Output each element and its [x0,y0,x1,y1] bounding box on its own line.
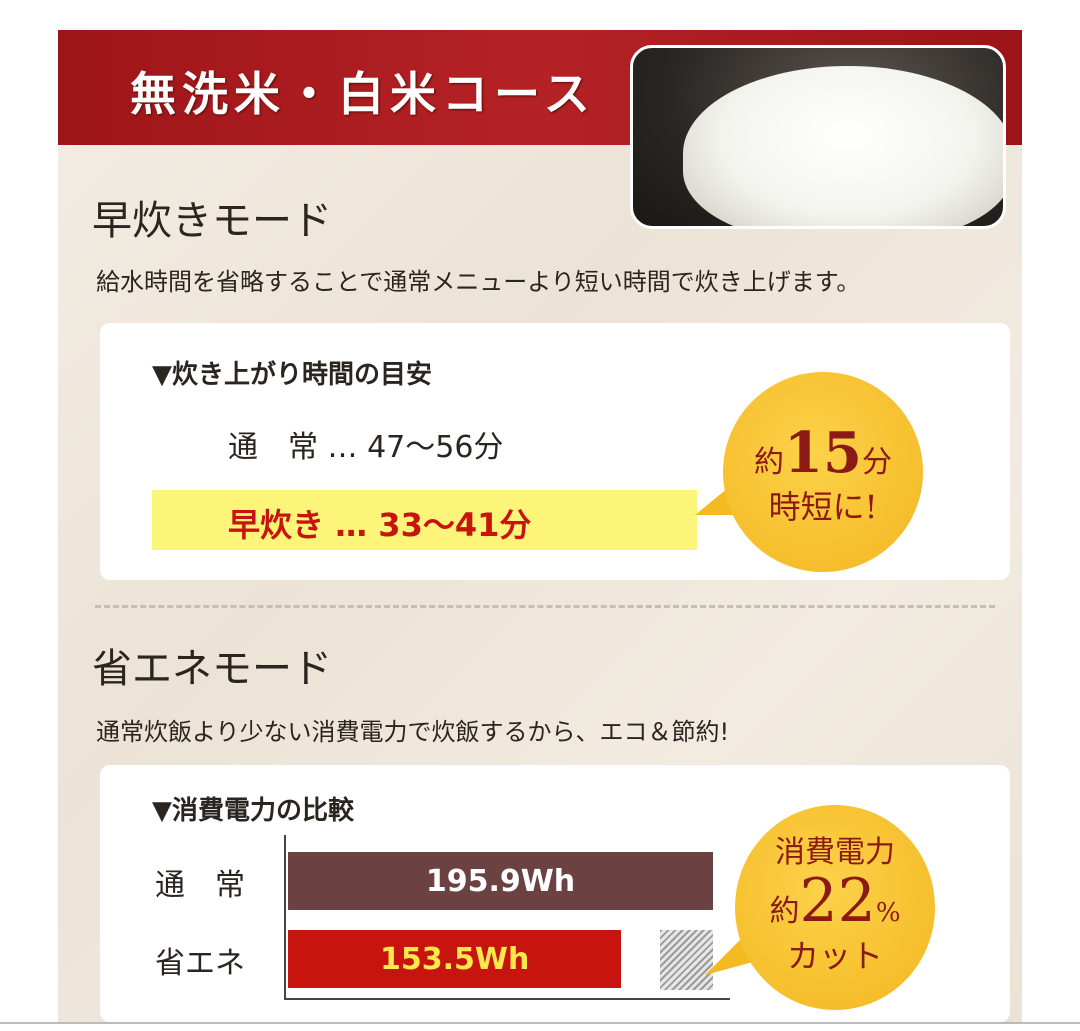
category-label-normal: 通 常 [155,868,245,903]
reduction-hatch [660,930,713,990]
bar-1: 153.5Wh [288,930,621,988]
normal-label: 通 常 [228,430,318,465]
category-label-eco: 省エネ [155,946,245,981]
normal-value: … 47〜56分 [327,430,504,465]
rice-bowl-photo [630,45,1006,229]
power-cut-badge: 消費電力 約22% カット [735,805,935,1010]
cooking-time-title: ▼炊き上がり時間の目安 [152,360,432,390]
quick-highlight [152,490,697,550]
badge-number: 15 [784,420,862,486]
quick-value: … 33〜41分 [335,506,532,544]
badge-line3: カット [786,937,883,975]
divider [95,605,995,608]
bar-value-label: 153.5Wh [380,941,530,977]
badge-prefix: 約 [769,894,800,929]
badge-unit: 分 [861,445,892,480]
power-title: ▼消費電力の比較 [152,796,354,826]
y-axis [284,835,286,1000]
bar-0: 195.9Wh [288,852,713,910]
x-axis [284,998,730,1000]
badge-line1: 消費電力 [775,835,895,870]
badge-prefix: 約 [754,445,785,480]
bottom-border [0,1022,1080,1024]
quick-label: 早炊き [228,506,325,544]
badge-unit: % [875,898,901,928]
badge-number: 22 [799,866,876,936]
rice-image [683,66,1003,226]
quick-mode-heading: 早炊きモード [92,198,332,244]
page-title: 無洗米・白米コース [130,67,596,121]
eco-mode-description: 通常炊飯より少ない消費電力で炊飯するから、エコ＆節約! [96,718,730,746]
normal-time-row: 通 常 … 47〜56分 [228,422,503,466]
time-saving-badge: 約15分 時短に! [723,372,923,572]
eco-mode-heading: 省エネモード [92,646,332,692]
badge-line2: 時短に! [768,488,878,526]
quick-mode-description: 給水時間を省略することで通常メニューより短い時間で炊き上げます。 [96,268,861,296]
bar-value-label: 195.9Wh [425,863,576,899]
quick-time-row: 早炊き … 33〜41分 [228,500,531,546]
